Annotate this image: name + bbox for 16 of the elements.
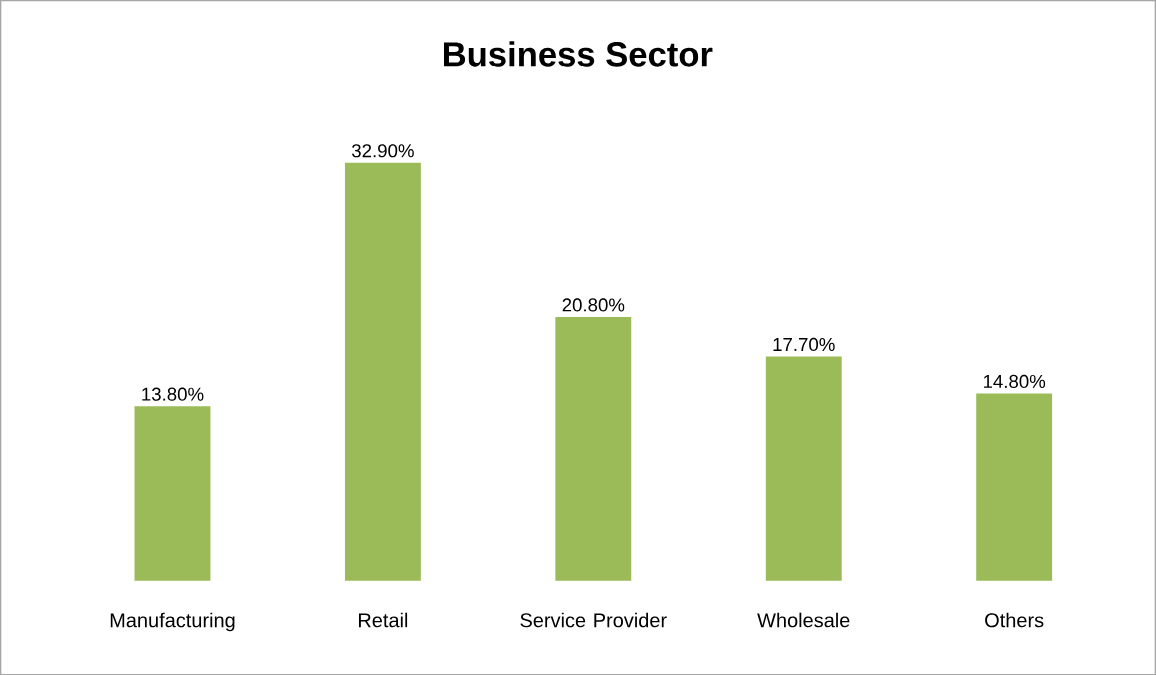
data-label: 17.70% [773,337,835,351]
bar [343,161,423,582]
x-tick-label: Manufacturing [110,612,235,632]
x-tick-label: Wholesale [757,612,850,628]
data-label: 20.80% [562,298,625,312]
bar [974,391,1054,582]
data-label: 13.80% [142,387,204,401]
chart-title: Business Sector [443,41,713,67]
bar [554,315,633,582]
data-label: 32.90% [351,144,414,158]
data-label: 14.80% [983,374,1046,388]
x-tick-label: Retail [358,612,408,628]
x-tick-label: Others [985,612,1044,628]
bar [133,404,212,582]
bar [764,354,844,582]
x-tick-label: Service Provider [520,612,667,628]
